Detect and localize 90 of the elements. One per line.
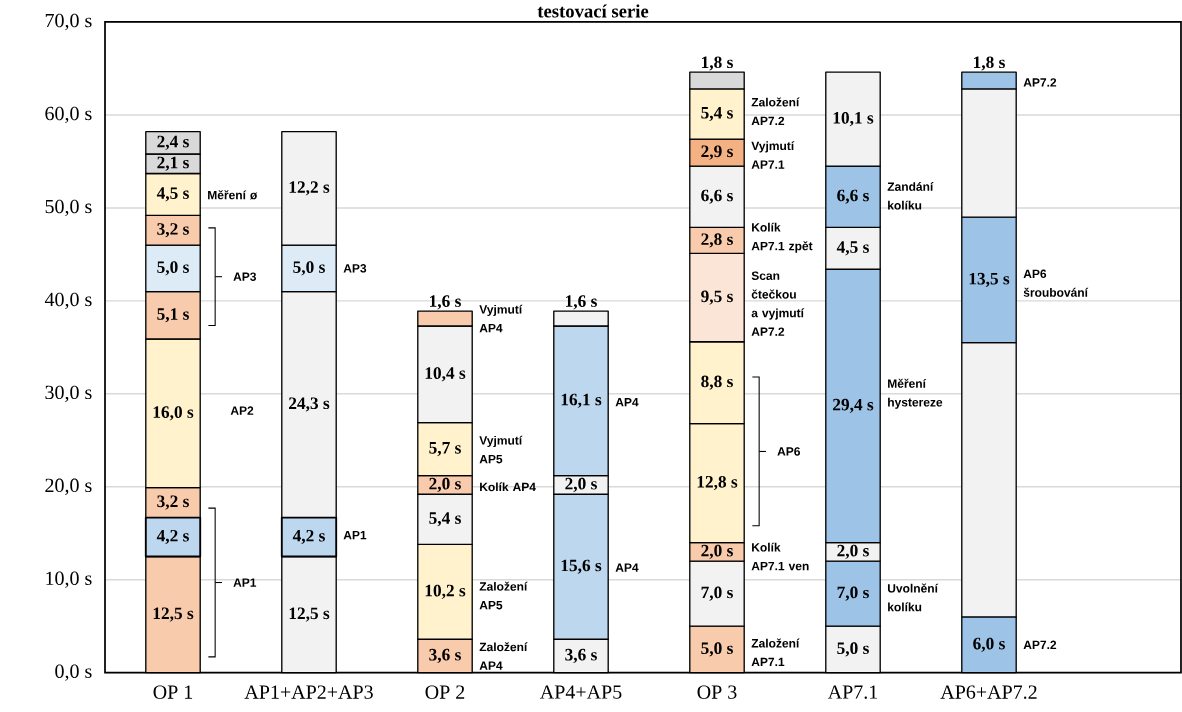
- y-tick-label: 10,0 s: [46, 571, 92, 588]
- data-label: 4,2 s: [292, 529, 325, 545]
- annotation: Scan čtečkou a vyjmutí AP7.2: [751, 271, 805, 336]
- data-label: 12,5 s: [153, 607, 194, 622]
- data-label: 3,2 s: [157, 495, 189, 510]
- data-label: 3,6 s: [565, 648, 597, 664]
- data-label: 24,3 s: [289, 397, 330, 412]
- x-tick-label: AP4+AP5: [539, 685, 622, 699]
- data-label: 12,5 s: [289, 607, 330, 622]
- data-label: 1,6 s: [430, 295, 461, 310]
- annotation: AP4: [615, 398, 639, 407]
- data-label: 3,2 s: [157, 223, 189, 238]
- annotation: AP3: [343, 264, 367, 273]
- annotation: AP3: [233, 272, 257, 281]
- data-label: 13,5 s: [969, 272, 1010, 288]
- data-label: 1,8 s: [974, 56, 1005, 71]
- y-tick-label: 50,0 s: [45, 199, 92, 217]
- data-label: 5,4 s: [701, 106, 733, 122]
- annotation: AP6: [777, 447, 800, 456]
- data-label: 2,0 s: [565, 477, 597, 493]
- annotation: Založení AP7.1: [751, 638, 800, 667]
- annotation: Vyjmutí AP7.1: [751, 141, 795, 169]
- annotation: AP1: [233, 578, 257, 587]
- data-label: 16,1 s: [561, 393, 602, 408]
- data-label: 4,2 s: [156, 529, 189, 545]
- data-label: 2,0 s: [701, 544, 733, 559]
- data-label: 5,1 s: [157, 308, 189, 323]
- annotation: Uvolnění kolíku: [887, 583, 939, 612]
- annotation: AP1: [343, 530, 367, 540]
- data-label: 29,4 s: [833, 398, 874, 413]
- annotation: Vyjmutí AP5: [479, 435, 523, 464]
- chart-title: testovací serie: [537, 4, 649, 18]
- y-tick-label: 60,0 s: [45, 106, 92, 124]
- data-label: 5,7 s: [429, 442, 461, 457]
- annotation: Měření hystereze: [888, 378, 943, 409]
- annotation: AP7.2: [1023, 78, 1057, 87]
- annotation: Založení AP7.2: [751, 97, 800, 126]
- data-label: 12,8 s: [697, 475, 738, 491]
- annotation: AP6 šroubování: [1023, 269, 1089, 297]
- y-tick-label: 0,0 s: [55, 664, 92, 681]
- data-label: 5,0 s: [837, 642, 869, 657]
- y-tick-label: 20,0 s: [45, 478, 92, 495]
- data-label: 7,0 s: [837, 586, 869, 601]
- data-label: 8,8 s: [701, 375, 733, 390]
- data-label: 15,6 s: [561, 559, 602, 574]
- annotation: AP7.2: [1023, 640, 1057, 649]
- data-label: 5,0 s: [293, 261, 325, 276]
- annotation: Zandání kolíku: [887, 182, 934, 210]
- annotation: Kolík AP4: [480, 482, 536, 492]
- data-label: 5,0 s: [701, 642, 733, 657]
- annotation: Založení AP4: [479, 642, 528, 670]
- data-label: 2,0 s: [429, 477, 461, 493]
- data-label: 12,2 s: [289, 181, 330, 196]
- x-tick-label: OP 3: [697, 685, 737, 699]
- annotation: AP2: [230, 406, 254, 415]
- data-label: 9,5 s: [701, 290, 733, 305]
- data-label: 10,4 s: [425, 367, 466, 382]
- data-label: 16,0 s: [153, 406, 194, 421]
- annotation: Měření ø: [208, 190, 258, 200]
- data-label: 7,0 s: [701, 586, 733, 601]
- data-label: 6,6 s: [701, 189, 733, 204]
- data-label: 4,5 s: [836, 241, 869, 256]
- data-label: 2,8 s: [701, 233, 733, 248]
- data-label: 1,8 s: [702, 56, 733, 71]
- x-tick-label: OP 1: [153, 685, 193, 699]
- x-tick-label: AP1+AP2+AP3: [244, 685, 373, 699]
- data-label: 2,0 s: [837, 544, 869, 559]
- data-label: 6,0 s: [973, 637, 1005, 652]
- data-label: 2,4 s: [157, 135, 189, 150]
- x-tick-label: OP 2: [425, 685, 465, 699]
- annotation: AP4: [615, 563, 639, 572]
- annotation: Založení AP5: [479, 581, 528, 610]
- annotation: Kolík AP7.1 ven: [751, 542, 809, 571]
- annotation: Kolík AP7.1 zpět: [751, 222, 813, 253]
- data-label: 3,6 s: [429, 648, 461, 664]
- data-label: 5,0 s: [157, 261, 189, 276]
- data-label: 1,6 s: [566, 295, 597, 310]
- data-label: 2,1 s: [157, 156, 189, 171]
- y-tick-label: 30,0 s: [45, 385, 92, 402]
- data-label: 2,9 s: [701, 145, 733, 160]
- data-label: 6,6 s: [837, 189, 869, 204]
- data-label: 4,5 s: [156, 187, 189, 202]
- data-label: 10,2 s: [425, 584, 466, 599]
- x-tick-label: AP7.1: [827, 685, 878, 699]
- data-label: 5,4 s: [429, 512, 461, 527]
- y-tick-label: 70,0 s: [45, 13, 92, 31]
- y-tick-label: 40,0 s: [44, 292, 92, 310]
- x-tick-label: AP6+AP7.2: [940, 685, 1037, 699]
- annotation: Vyjmutí AP4: [479, 304, 523, 333]
- data-label: 10,1 s: [833, 112, 874, 127]
